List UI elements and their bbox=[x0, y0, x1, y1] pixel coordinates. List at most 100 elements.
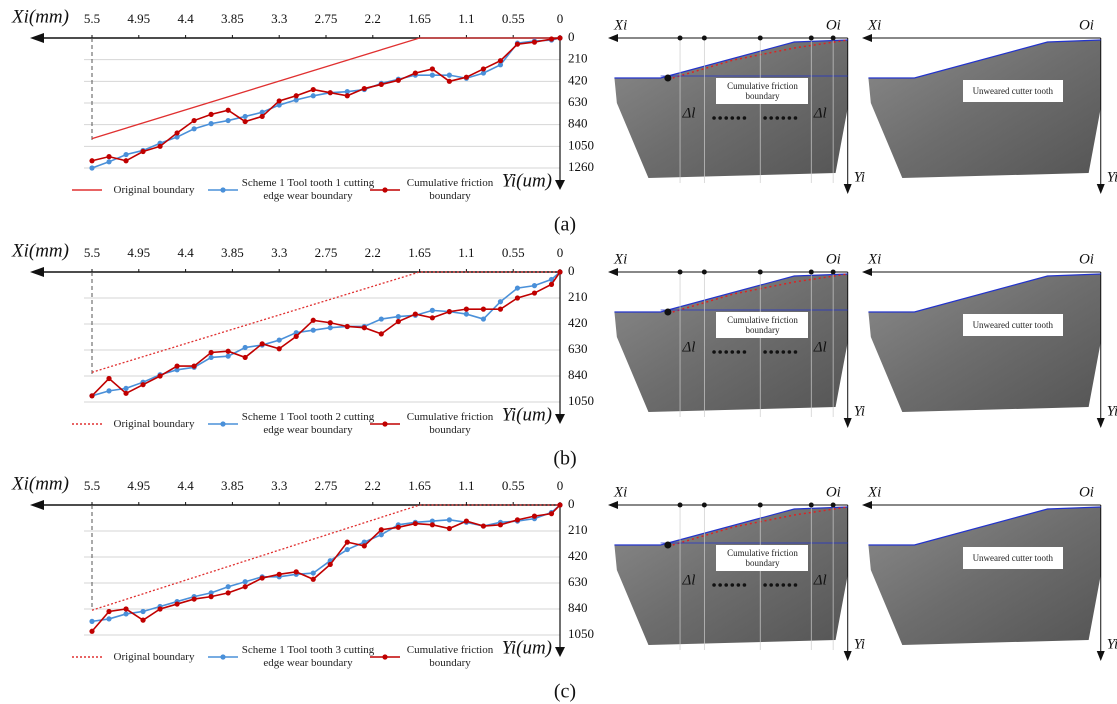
ellipsis-dot bbox=[712, 583, 716, 587]
edge-line bbox=[868, 506, 1101, 546]
data-point bbox=[327, 325, 333, 331]
data-point bbox=[480, 306, 487, 312]
data-point bbox=[327, 561, 333, 568]
data-point bbox=[497, 62, 504, 68]
legend-label: Scheme 1 Tool tooth 3 cutting edge wear … bbox=[241, 644, 375, 669]
data-point bbox=[378, 532, 384, 538]
data-point bbox=[174, 601, 180, 607]
y-axis-arrow bbox=[555, 180, 565, 190]
photo-box-label: Cumulative friction boundary bbox=[716, 545, 809, 571]
data-point bbox=[276, 102, 282, 108]
data-point bbox=[446, 525, 452, 532]
data-point bbox=[497, 299, 504, 305]
data-point bbox=[344, 93, 350, 99]
legend-marker bbox=[382, 421, 388, 427]
division-dot bbox=[757, 502, 763, 508]
ellipsis-dot bbox=[730, 116, 735, 120]
photo-y-arrow bbox=[843, 418, 852, 428]
data-point bbox=[225, 353, 231, 359]
data-point bbox=[123, 611, 129, 617]
photo-origin-label: Oi bbox=[1079, 17, 1094, 33]
data-point bbox=[89, 165, 95, 171]
data-point bbox=[225, 107, 231, 113]
legend-marker bbox=[382, 654, 388, 660]
data-point bbox=[310, 93, 316, 99]
x-axis-label: Xi(mm) bbox=[11, 473, 69, 494]
x-tick-label: 2.75 bbox=[315, 11, 338, 26]
ellipsis-dot bbox=[736, 583, 741, 587]
data-point bbox=[378, 316, 384, 322]
data-point bbox=[293, 330, 299, 336]
photo-origin-label: Oi bbox=[1079, 251, 1094, 267]
data-point bbox=[548, 281, 555, 287]
x-tick-label: 4.4 bbox=[177, 478, 194, 493]
data-point bbox=[123, 385, 129, 391]
data-point bbox=[191, 126, 197, 132]
legend-label: Cumulative friction boundary bbox=[406, 177, 494, 202]
y-tick-label: 630 bbox=[568, 94, 588, 109]
data-point bbox=[344, 539, 350, 545]
division-dot bbox=[757, 269, 763, 275]
y-tick-label: 210 bbox=[568, 51, 588, 66]
photo-y-label: Yi bbox=[1107, 636, 1117, 652]
legend-label-box: Cumulative friction boundary bbox=[407, 644, 493, 669]
data-point bbox=[531, 283, 538, 289]
data-point bbox=[242, 113, 248, 120]
data-point bbox=[378, 331, 384, 337]
photo-y-arrow bbox=[1096, 184, 1105, 194]
data-point bbox=[242, 354, 248, 361]
start-dot bbox=[664, 308, 672, 316]
data-point bbox=[429, 307, 435, 313]
ellipsis-dot bbox=[781, 350, 786, 354]
delta-label: Δl bbox=[681, 572, 695, 588]
data-point bbox=[174, 134, 180, 140]
ellipsis-dot bbox=[781, 583, 786, 587]
data-point bbox=[463, 518, 469, 524]
division-dot bbox=[701, 269, 707, 275]
tooth-photo bbox=[868, 274, 1101, 412]
data-point bbox=[310, 86, 316, 93]
x-tick-label: 0 bbox=[557, 11, 564, 26]
photo-y-label: Yi bbox=[854, 636, 865, 652]
photo-box-label-box: Cumulative friction boundary bbox=[716, 312, 809, 338]
data-point bbox=[429, 315, 435, 321]
division-dot bbox=[677, 502, 683, 508]
y-tick-label: 1050 bbox=[568, 393, 594, 408]
data-point bbox=[463, 306, 469, 312]
data-point bbox=[174, 130, 180, 136]
photo-box-label: Cumulative friction boundary bbox=[716, 312, 809, 338]
data-point bbox=[225, 590, 231, 596]
ellipsis-dot bbox=[769, 116, 773, 120]
data-point bbox=[497, 58, 504, 64]
photo-origin-label: Oi bbox=[826, 251, 841, 267]
division-dot bbox=[677, 35, 683, 41]
data-point bbox=[310, 570, 316, 576]
data-point bbox=[557, 502, 563, 508]
y-tick-label: 840 bbox=[568, 367, 588, 382]
data-point bbox=[174, 363, 180, 369]
ellipsis-dot bbox=[775, 116, 780, 120]
friction-boundary bbox=[672, 39, 848, 79]
data-point bbox=[480, 66, 487, 72]
data-point bbox=[310, 576, 316, 582]
edge-line bbox=[868, 273, 1101, 313]
friction-boundary bbox=[672, 506, 848, 546]
data-point bbox=[327, 90, 333, 96]
data-point bbox=[293, 97, 299, 103]
series-line bbox=[91, 504, 561, 623]
ellipsis-dot bbox=[787, 583, 792, 587]
photo-x-label: Xi bbox=[867, 484, 881, 500]
photo-y-arrow bbox=[843, 651, 852, 661]
ellipsis-dot bbox=[712, 350, 716, 354]
x-tick-label: 5.5 bbox=[84, 11, 100, 26]
data-point bbox=[344, 89, 350, 95]
data-point bbox=[361, 539, 367, 545]
data-point bbox=[259, 113, 265, 120]
data-point bbox=[259, 341, 265, 347]
data-point bbox=[557, 35, 563, 41]
data-point bbox=[446, 78, 452, 84]
x-tick-label: 3.85 bbox=[221, 245, 244, 260]
data-point bbox=[429, 522, 435, 528]
data-point bbox=[446, 517, 452, 523]
x-tick-label: 3.3 bbox=[271, 11, 287, 26]
